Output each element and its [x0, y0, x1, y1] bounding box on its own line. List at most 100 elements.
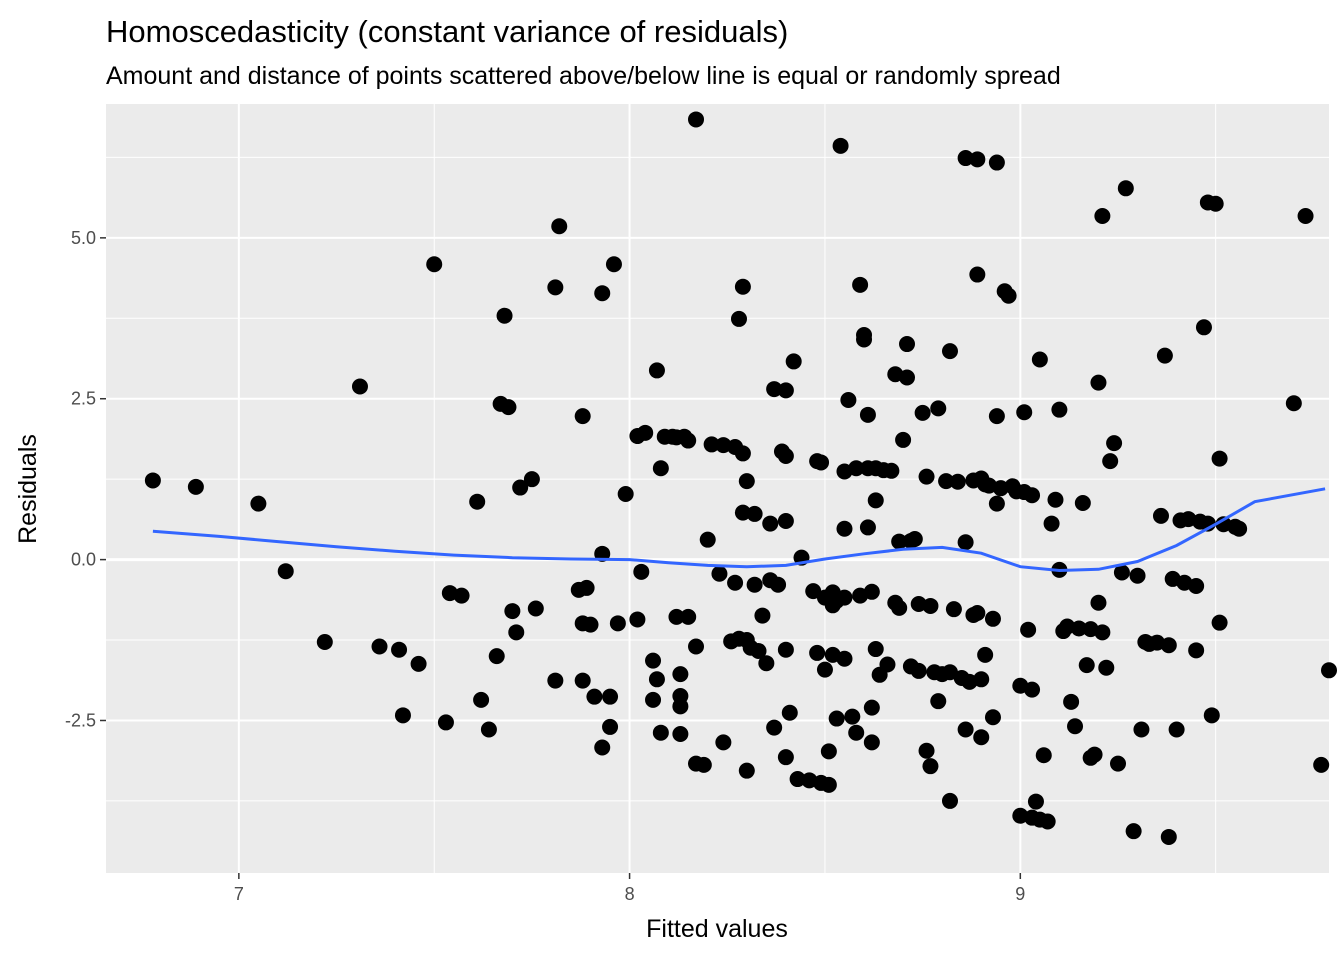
data-point [863, 583, 880, 600]
data-point [1090, 374, 1107, 391]
data-point [816, 661, 833, 678]
data-point [1078, 657, 1095, 674]
x-tick-label: 9 [1015, 884, 1025, 904]
data-point [523, 471, 540, 488]
data-point [969, 266, 986, 283]
data-point [250, 495, 267, 512]
data-point [988, 154, 1005, 171]
data-point [727, 574, 744, 591]
data-point [738, 762, 755, 779]
data-point [1203, 707, 1220, 724]
data-point [988, 495, 1005, 512]
data-point [680, 432, 697, 449]
data-point [957, 534, 974, 551]
data-point [856, 331, 873, 348]
data-point [547, 279, 564, 296]
data-point [582, 616, 599, 633]
data-point [863, 734, 880, 751]
data-point [930, 693, 947, 710]
data-point [1129, 567, 1146, 584]
data-point [820, 776, 837, 793]
x-axis-ticks: 7 8 9 [234, 873, 1025, 904]
data-point [187, 478, 204, 495]
data-point [734, 278, 751, 295]
data-point [437, 714, 454, 731]
data-point [688, 111, 705, 128]
data-point [394, 707, 411, 724]
data-point [1285, 395, 1302, 412]
plot-panel [106, 104, 1329, 873]
data-point [1297, 207, 1314, 224]
data-point [777, 448, 794, 465]
data-point [617, 485, 634, 502]
data-point [602, 718, 619, 735]
data-point [922, 758, 939, 775]
data-point [1094, 207, 1111, 224]
data-point [899, 369, 916, 386]
data-point [777, 512, 794, 529]
data-point [840, 392, 857, 409]
chart-title: Homoscedasticity (constant variance of r… [106, 14, 788, 49]
data-point [945, 601, 962, 618]
data-point [785, 353, 802, 370]
chart-subtitle: Amount and distance of points scattered … [106, 62, 1061, 90]
data-point [859, 406, 876, 423]
data-point [777, 641, 794, 658]
data-point [1125, 823, 1142, 840]
data-point [1231, 520, 1248, 537]
data-point [766, 381, 783, 398]
data-point [512, 479, 529, 496]
data-point [574, 672, 591, 689]
data-point [922, 597, 939, 614]
data-point [480, 721, 497, 738]
data-point [977, 646, 994, 663]
data-point [1110, 755, 1127, 772]
data-point [453, 587, 470, 604]
data-point [859, 519, 876, 536]
data-point [1027, 793, 1044, 810]
data-point [1039, 813, 1056, 830]
data-point [918, 742, 935, 759]
data-point [918, 468, 935, 485]
data-point [648, 362, 665, 379]
data-point [1160, 637, 1177, 654]
data-point [371, 638, 388, 655]
x-tick-label: 8 [625, 884, 635, 904]
data-point [867, 492, 884, 509]
data-point [1188, 642, 1205, 659]
data-point [1188, 577, 1205, 594]
data-point [1016, 404, 1033, 421]
data-point [633, 563, 650, 580]
data-point [891, 599, 908, 616]
data-point [730, 310, 747, 327]
data-point [949, 473, 966, 490]
data-point [750, 642, 767, 659]
data-point [738, 473, 755, 490]
data-point [844, 708, 861, 725]
data-point [836, 520, 853, 537]
data-point [469, 493, 486, 510]
data-point [941, 792, 958, 809]
data-point [1070, 620, 1087, 637]
data-point [605, 256, 622, 273]
data-point [910, 662, 927, 679]
data-point [746, 576, 763, 593]
data-point [680, 608, 697, 625]
y-tick-label: 5.0 [71, 228, 96, 248]
data-point [1031, 351, 1048, 368]
data-point [1133, 721, 1150, 738]
data-point [758, 655, 775, 672]
data-point [1211, 450, 1228, 467]
data-point [1074, 494, 1091, 511]
data-point [973, 671, 990, 688]
data-point [695, 756, 712, 773]
data-point [781, 704, 798, 721]
data-point [527, 600, 544, 617]
data-point [594, 739, 611, 756]
data-point [906, 531, 923, 548]
data-point [1098, 659, 1115, 676]
data-point [895, 431, 912, 448]
data-point [1047, 491, 1064, 508]
data-point [973, 729, 990, 746]
